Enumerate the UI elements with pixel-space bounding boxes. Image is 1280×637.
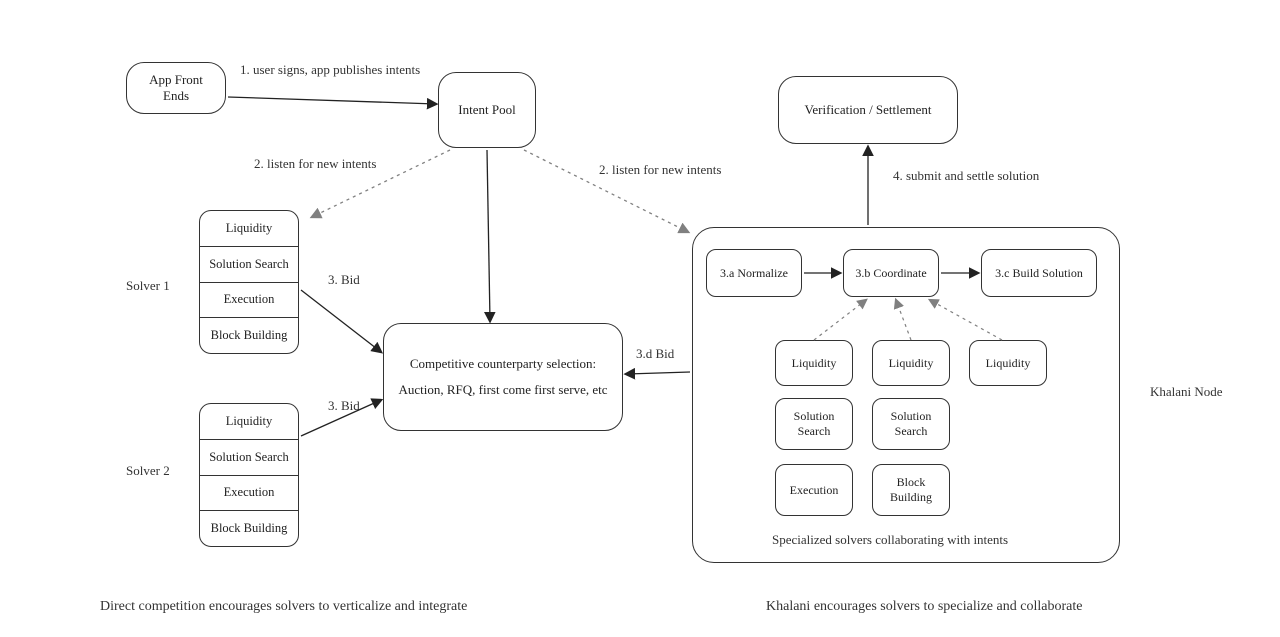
competitive-node: Competitive counterparty selection: Auct… xyxy=(383,323,623,431)
module-label: Execution xyxy=(790,483,839,498)
caption-left: Direct competition encourages solvers to… xyxy=(100,599,467,615)
step-3a-node: 3.a Normalize xyxy=(706,249,802,297)
module-liquidity-1: Liquidity xyxy=(775,340,853,386)
arrow-1 xyxy=(228,97,436,104)
competitive-subtitle: Auction, RFQ, first come first serve, et… xyxy=(398,382,607,398)
verification-node: Verification / Settlement xyxy=(778,76,958,144)
edge-3b-label: 3. Bid xyxy=(328,398,360,414)
edge-2r-label: 2. listen for new intents xyxy=(599,162,721,178)
solver-1-cell: Execution xyxy=(200,283,298,319)
verification-label: Verification / Settlement xyxy=(804,102,931,118)
solver-2-cell: Block Building xyxy=(200,511,298,546)
module-label: Solution Search xyxy=(782,409,846,439)
solver-2-cell: Execution xyxy=(200,476,298,512)
edge-3a-label: 3. Bid xyxy=(328,272,360,288)
module-label: Block Building xyxy=(879,475,943,505)
edge-1-label: 1. user signs, app publishes intents xyxy=(240,62,420,78)
intent-pool-node: Intent Pool xyxy=(438,72,536,148)
arrow-ip-comp xyxy=(487,150,490,321)
module-solution-1: Solution Search xyxy=(775,398,853,450)
caption-right: Khalani encourages solvers to specialize… xyxy=(766,599,1082,615)
collab-label: Specialized solvers collaborating with i… xyxy=(772,532,1008,548)
solver-2-cell: Solution Search xyxy=(200,440,298,476)
solver-1-cell: Block Building xyxy=(200,318,298,353)
step-3c-node: 3.c Build Solution xyxy=(981,249,1097,297)
module-label: Liquidity xyxy=(792,356,837,371)
solver-1-stack: Liquidity Solution Search Execution Bloc… xyxy=(199,210,299,354)
khalani-node-label: Khalani Node xyxy=(1150,384,1223,400)
step-3b-label: 3.b Coordinate xyxy=(855,266,926,281)
solver-1-cell: Liquidity xyxy=(200,211,298,247)
module-label: Liquidity xyxy=(889,356,934,371)
module-liquidity-3: Liquidity xyxy=(969,340,1047,386)
module-label: Liquidity xyxy=(986,356,1031,371)
intent-pool-label: Intent Pool xyxy=(458,102,515,118)
module-label: Solution Search xyxy=(879,409,943,439)
module-execution: Execution xyxy=(775,464,853,516)
competitive-title: Competitive counterparty selection: xyxy=(410,356,596,372)
step-3c-label: 3.c Build Solution xyxy=(995,266,1083,281)
app-front-ends-label: App Front Ends xyxy=(137,72,215,104)
edge-3d-label: 3.d Bid xyxy=(636,346,674,362)
solver-2-stack: Liquidity Solution Search Execution Bloc… xyxy=(199,403,299,547)
arrow-3a xyxy=(301,290,381,352)
solver-2-cell: Liquidity xyxy=(200,404,298,440)
solver-1-label: Solver 1 xyxy=(126,278,170,294)
module-block-building: Block Building xyxy=(872,464,950,516)
edge-4-label: 4. submit and settle solution xyxy=(893,168,1039,184)
solver-2-label: Solver 2 xyxy=(126,463,170,479)
edge-2l-label: 2. listen for new intents xyxy=(254,156,376,172)
app-front-ends-node: App Front Ends xyxy=(126,62,226,114)
solver-1-cell: Solution Search xyxy=(200,247,298,283)
module-liquidity-2: Liquidity xyxy=(872,340,950,386)
step-3b-node: 3.b Coordinate xyxy=(843,249,939,297)
arrow-3d xyxy=(626,372,690,374)
step-3a-label: 3.a Normalize xyxy=(720,266,788,281)
module-solution-2: Solution Search xyxy=(872,398,950,450)
